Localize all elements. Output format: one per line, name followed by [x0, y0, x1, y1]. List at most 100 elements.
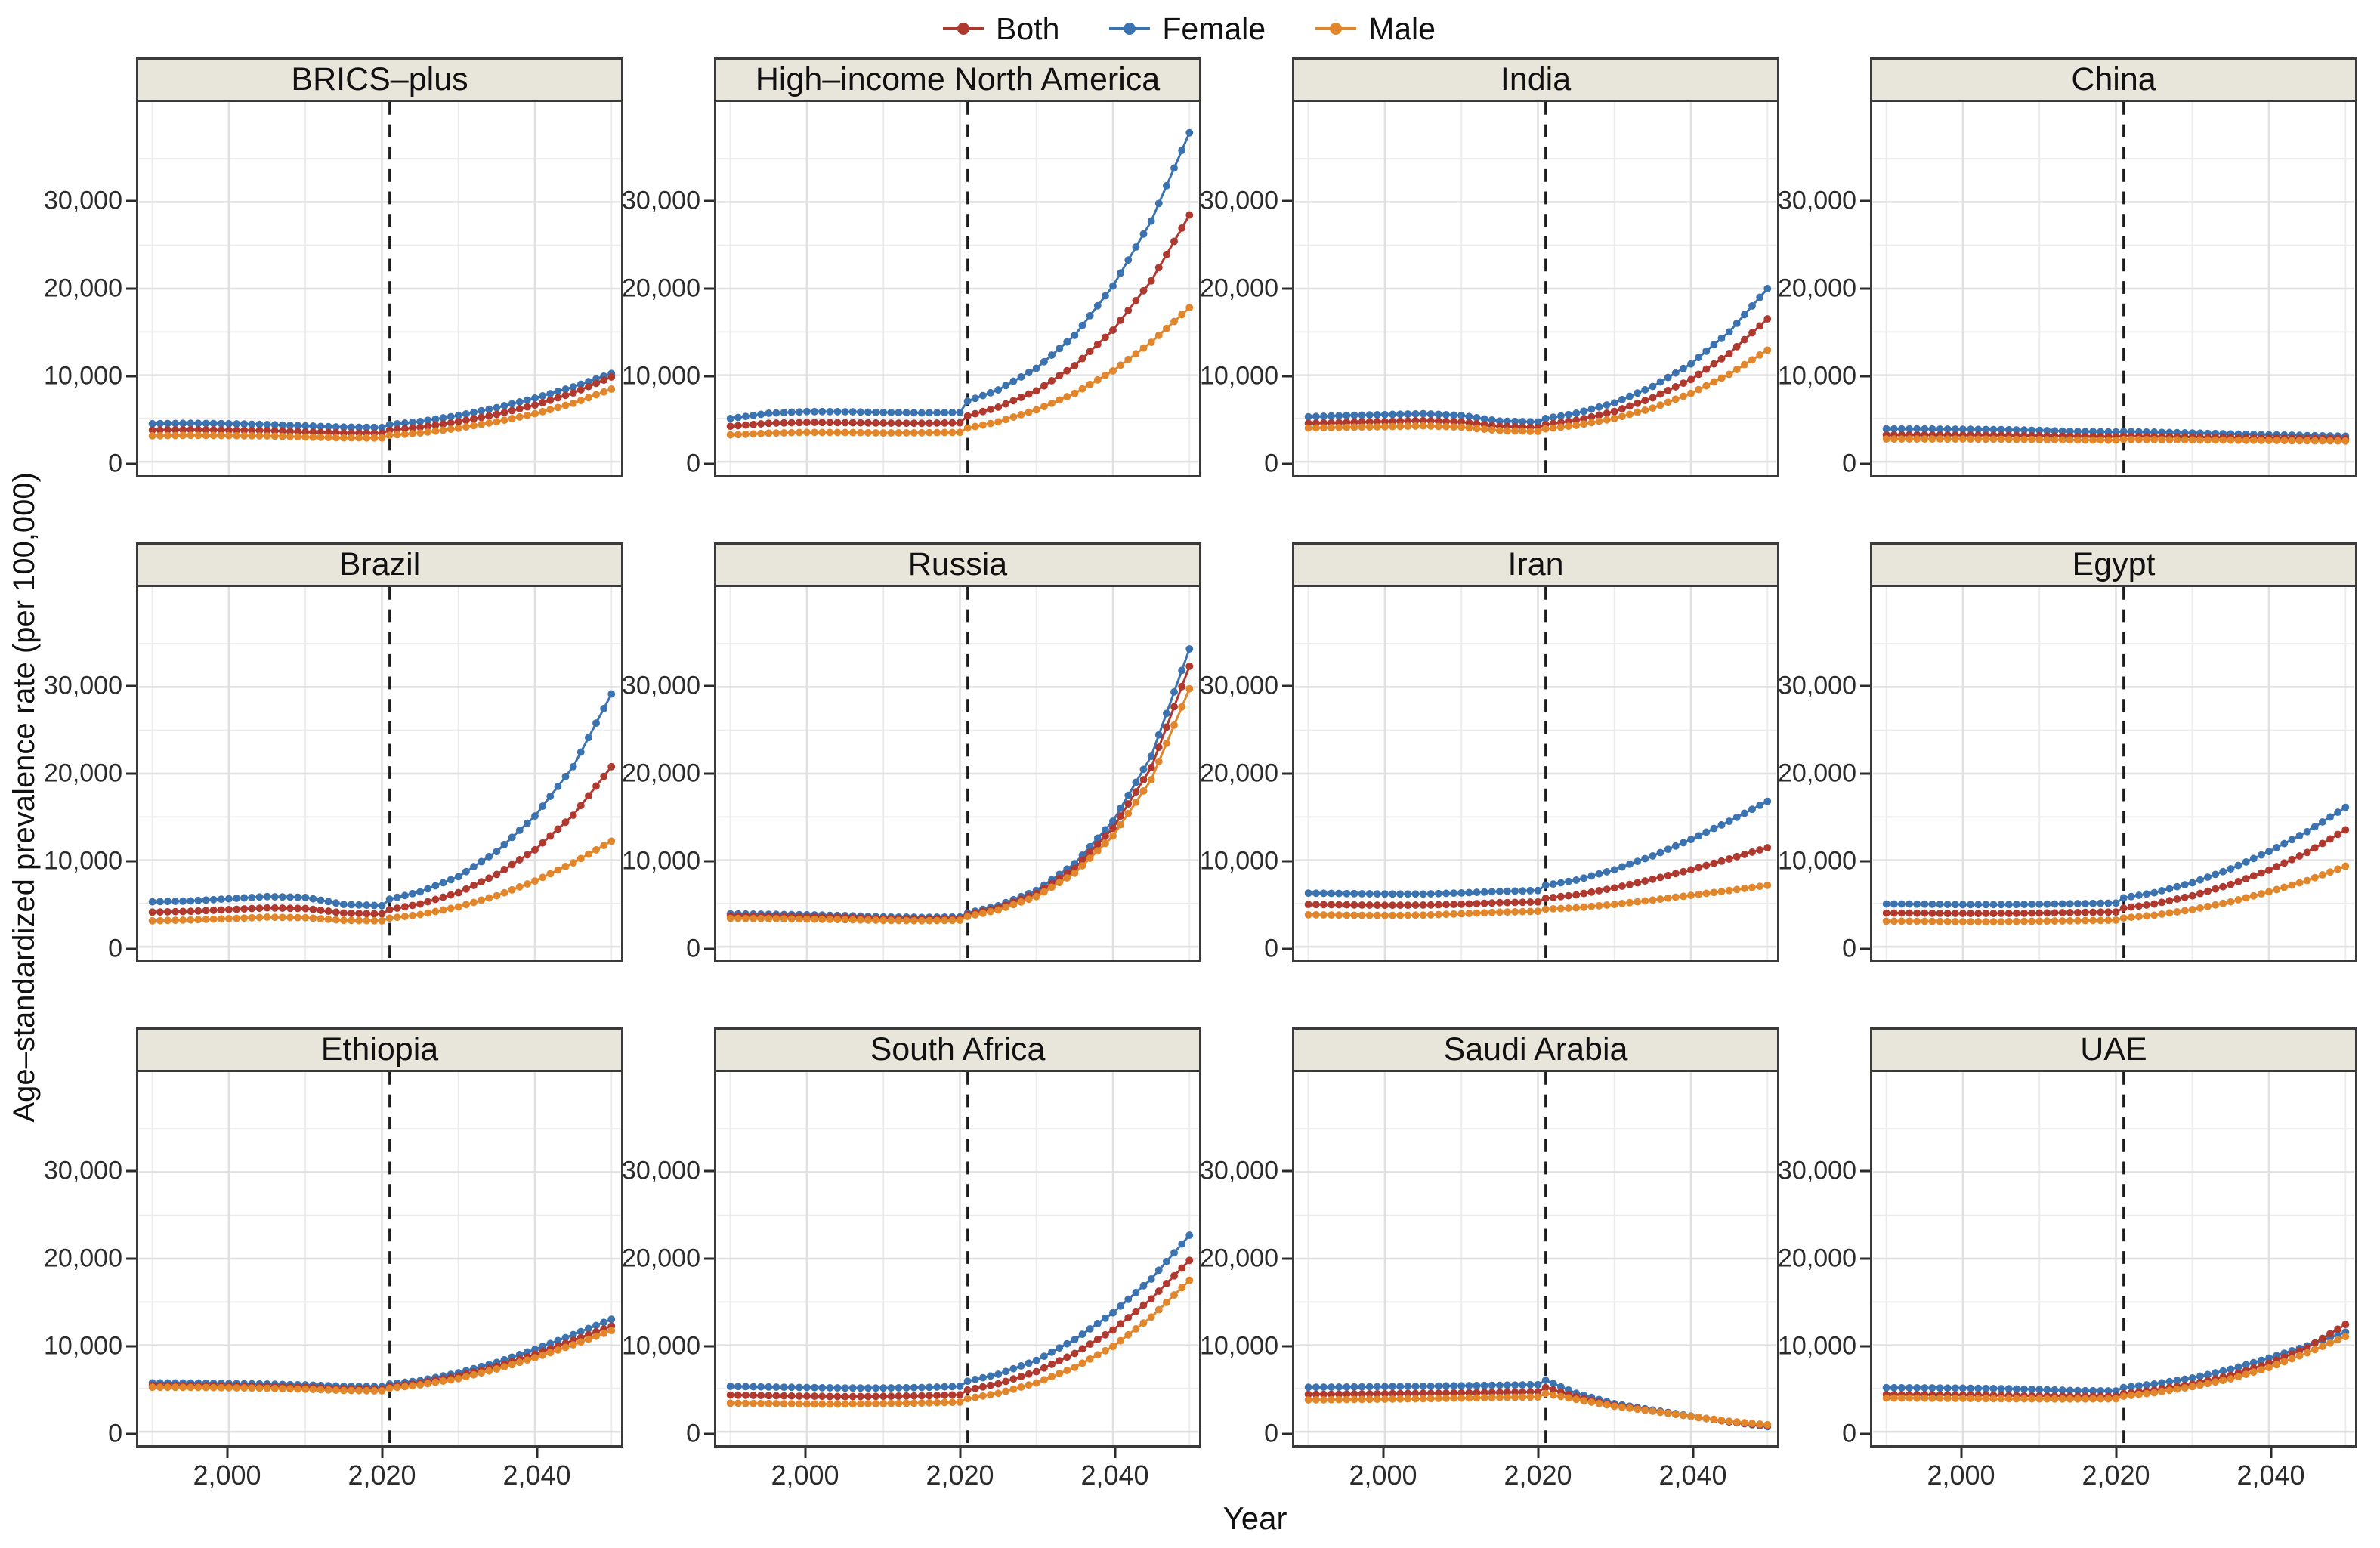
x-tick-label: 2,040 [1080, 1460, 1149, 1491]
facet-title: Egypt [1870, 542, 2357, 585]
y-tick-label: 0 [686, 934, 700, 963]
y-tick-mark [1860, 684, 1870, 687]
y-tick-label: 10,000 [44, 361, 122, 391]
series-both [726, 1256, 1194, 1401]
legend: Both Female Male [3, 8, 2374, 50]
facet-title: China [1870, 57, 2357, 100]
facet-plot [1292, 585, 1779, 962]
y-tick-label: 20,000 [1200, 273, 1278, 303]
x-tick-label: 2,020 [926, 1460, 994, 1491]
series-male [1304, 1389, 1772, 1429]
x-axis-ticks: 2,000 2,020 2,040 [1292, 1448, 1779, 1496]
facet-plot [1292, 1070, 1779, 1448]
y-tick-mark [1860, 375, 1870, 378]
y-axis-ticks: 0 10,000 20,000 30,000 [1200, 57, 1292, 478]
y-axis-title: Age–standardized prevalence rate (per 10… [3, 57, 45, 1537]
y-axis-ticks: 0 10,000 20,000 30,000 [1200, 1027, 1292, 1496]
x-tick-mark [959, 1448, 961, 1458]
facet-title: High–income North America [714, 57, 1201, 100]
x-tick-label: 2,000 [1927, 1460, 1995, 1491]
series-male [726, 1276, 1194, 1408]
y-tick-mark [1860, 1257, 1870, 1260]
series-male [726, 684, 1194, 925]
x-tick-label: 2,020 [2082, 1460, 2150, 1491]
y-tick-label: 20,000 [1778, 1244, 1856, 1273]
y-tick-mark [1860, 1432, 1870, 1435]
y-tick-mark [126, 1432, 136, 1435]
y-tick-label: 0 [1842, 934, 1856, 963]
series-both [148, 372, 616, 437]
y-tick-mark [704, 772, 714, 775]
figure-body: Age–standardized prevalence rate (per 10… [3, 57, 2374, 1537]
y-tick-label: 10,000 [1200, 1331, 1278, 1361]
y-tick-label: 20,000 [622, 273, 700, 303]
y-tick-label: 0 [1842, 449, 1856, 478]
y-tick-mark [126, 1169, 136, 1173]
x-tick-label: 2,040 [2236, 1460, 2305, 1491]
y-tick-mark [1282, 1345, 1292, 1348]
y-tick-mark [1860, 1345, 1870, 1348]
y-tick-mark [126, 462, 136, 465]
y-tick-mark [704, 947, 714, 950]
facet-plot [136, 100, 623, 477]
y-tick-label: 10,000 [622, 846, 700, 876]
y-tick-label: 0 [108, 934, 122, 963]
series-female [148, 690, 616, 910]
y-tick-mark [704, 462, 714, 465]
y-tick-mark [1282, 199, 1292, 202]
facet-plot [714, 1070, 1201, 1448]
facet-brics-plus: 0 10,000 20,000 30,000 BRICS–plus [44, 57, 623, 478]
x-tick-label: 2,040 [1658, 1460, 1727, 1491]
y-axis-ticks: 0 10,000 20,000 30,000 [1778, 1027, 1870, 1496]
y-tick-mark [704, 684, 714, 687]
y-axis-ticks: 0 10,000 20,000 30,000 [1778, 542, 1870, 963]
y-tick-label: 20,000 [1200, 759, 1278, 788]
y-tick-label: 10,000 [1200, 361, 1278, 391]
y-tick-label: 30,000 [1778, 671, 1856, 700]
y-tick-label: 20,000 [1778, 273, 1856, 303]
facet-russia: 0 10,000 20,000 30,000 Russia [622, 542, 1201, 963]
series-male [148, 1327, 616, 1395]
y-tick-label: 30,000 [44, 186, 122, 215]
x-tick-mark [1114, 1448, 1116, 1458]
x-tick-label: 2,040 [502, 1460, 571, 1491]
y-axis-ticks: 0 10,000 20,000 30,000 [622, 1027, 714, 1496]
facet-plot [136, 585, 623, 962]
x-tick-mark [381, 1448, 383, 1458]
series-male [1882, 435, 2350, 445]
facet-india: 0 10,000 20,000 30,000 India [1200, 57, 1779, 478]
series-female [1304, 285, 1772, 426]
legend-item-both: Both [941, 11, 1059, 47]
y-tick-mark [704, 1257, 714, 1260]
facet-title: South Africa [714, 1027, 1201, 1070]
legend-label: Female [1162, 11, 1266, 46]
facet-title: UAE [1870, 1027, 2357, 1070]
series-male [1882, 862, 2350, 925]
y-tick-label: 30,000 [1778, 186, 1856, 215]
y-tick-mark [704, 375, 714, 378]
x-tick-label: 2,000 [193, 1460, 261, 1491]
y-axis-ticks: 0 10,000 20,000 30,000 [44, 542, 136, 963]
y-axis-ticks: 0 10,000 20,000 30,000 [622, 542, 714, 963]
facet-plot [1870, 1070, 2357, 1448]
y-tick-label: 20,000 [622, 1244, 700, 1273]
y-tick-mark [126, 947, 136, 950]
plot-main: 0 10,000 20,000 30,000 BRICS–plus 0 10,000 20,0… [44, 57, 2374, 1537]
facet-china: 0 10,000 20,000 30,000 China [1778, 57, 2357, 478]
facet-title: India [1292, 57, 1779, 100]
x-tick-mark [1382, 1448, 1384, 1458]
y-axis-ticks: 0 10,000 20,000 30,000 [44, 57, 136, 478]
y-axis-ticks: 0 10,000 20,000 30,000 [622, 57, 714, 478]
y-tick-mark [1860, 860, 1870, 863]
y-tick-label: 20,000 [44, 1244, 122, 1273]
facet-title: BRICS–plus [136, 57, 623, 100]
y-tick-mark [1282, 947, 1292, 950]
series-female [1882, 803, 2350, 909]
series-both [1304, 315, 1772, 431]
x-axis-ticks: 2,000 2,020 2,040 [136, 1448, 623, 1496]
y-tick-label: 20,000 [1200, 1244, 1278, 1273]
y-tick-mark [704, 199, 714, 202]
y-tick-label: 20,000 [44, 759, 122, 788]
y-tick-label: 10,000 [1778, 361, 1856, 391]
